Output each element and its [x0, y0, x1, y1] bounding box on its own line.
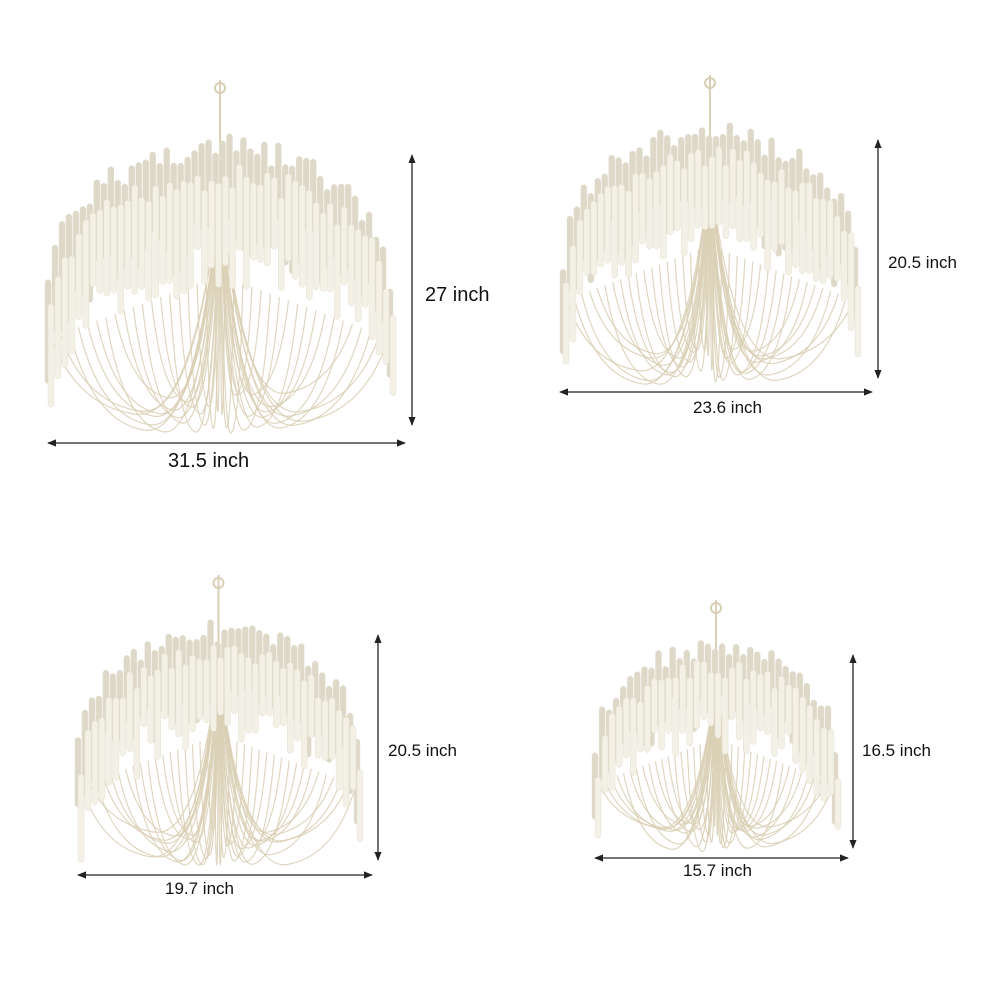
tubes: [74, 619, 364, 863]
chandelier-2-width-label: 23.6 inch: [693, 398, 762, 417]
chandelier-2: [559, 75, 862, 385]
hanging-ring: [710, 602, 722, 614]
tubes: [591, 640, 842, 839]
hanging-ring: [214, 82, 226, 94]
wire-arms: [565, 167, 855, 385]
chandelier-3-height-label: 20.5 inch: [388, 741, 457, 760]
chandelier-4-width-label: 15.7 inch: [683, 861, 752, 880]
chandelier-3: [74, 575, 364, 866]
wire-arms: [50, 186, 390, 434]
chandelier-4-height-label: 16.5 inch: [862, 741, 931, 760]
chandelier-3-width-label: 19.7 inch: [165, 879, 234, 898]
chandelier-1-width-label: 31.5 inch: [168, 450, 250, 472]
chandelier-1-height-label: 27 inch: [425, 284, 490, 306]
hanging-ring: [212, 577, 225, 589]
hanging-ring: [704, 77, 716, 89]
wire-arms: [80, 661, 357, 866]
chandelier-4: [591, 600, 842, 853]
tubes: [44, 133, 397, 408]
chandelier-1: [44, 80, 397, 434]
chandelier-2-height-label: 20.5 inch: [888, 253, 957, 272]
tubes: [559, 122, 862, 365]
